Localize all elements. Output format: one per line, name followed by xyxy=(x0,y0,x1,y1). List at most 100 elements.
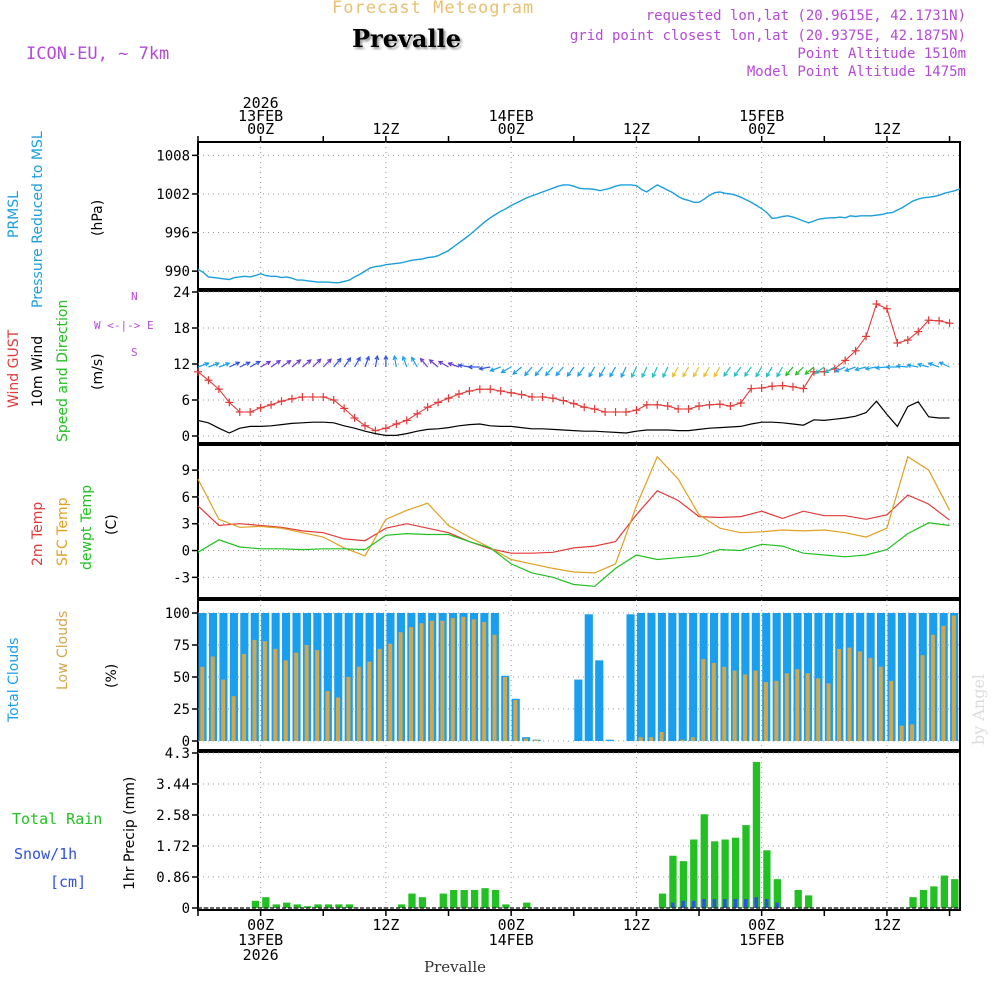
footer-location: Prevalle xyxy=(424,958,487,976)
temp-label-dewpt: dewpt Temp xyxy=(79,484,95,570)
wind-arrow-head xyxy=(306,359,312,364)
wind-arrow-head xyxy=(545,371,550,377)
wind-arrow xyxy=(301,359,312,368)
compass-north: N xyxy=(131,290,138,303)
low-cloud-bar xyxy=(795,669,800,741)
low-cloud-bar xyxy=(503,677,507,741)
wind-arrow-head xyxy=(733,371,739,378)
pressure-label-units: (hPa) xyxy=(90,199,106,236)
time-label-bottom: 14FEB xyxy=(489,931,534,949)
rain-bar xyxy=(773,879,781,908)
low-cloud-bar xyxy=(784,673,789,741)
y-tick-label: 1.72 xyxy=(156,839,190,855)
wind-arrow xyxy=(333,358,342,368)
total-cloud-bar xyxy=(772,613,781,741)
total-cloud-bar xyxy=(824,613,833,741)
wind-arrow xyxy=(239,361,250,368)
total-cloud-bar xyxy=(689,613,698,741)
time-label-bottom: 00Z xyxy=(498,916,525,934)
wind-arrow-head xyxy=(703,372,708,378)
wind-arrow-head xyxy=(874,365,880,371)
wind-arrow-head xyxy=(895,363,901,369)
wind-arrow-head xyxy=(794,370,800,376)
low-cloud-bar xyxy=(461,616,466,741)
total-cloud-bar xyxy=(334,613,343,741)
y-tick-label: 0.86 xyxy=(156,870,190,886)
low-cloud-bar xyxy=(398,632,403,741)
wind-arrow xyxy=(393,356,397,368)
panel-frame xyxy=(197,141,961,290)
wind-arrow-head xyxy=(713,372,719,378)
y-tick-label: 3 xyxy=(182,517,190,533)
wind-arrow xyxy=(197,362,209,368)
low-cloud-bar xyxy=(805,673,810,741)
wind-arrow xyxy=(744,366,752,377)
time-label-bottom: 13FEB xyxy=(238,931,283,949)
low-cloud-bar xyxy=(941,625,946,741)
rain-bar xyxy=(293,904,301,908)
wind-arrow-head xyxy=(744,371,749,378)
low-cloud-bar xyxy=(335,697,340,741)
wind-arrow xyxy=(814,366,825,374)
wind-arrow xyxy=(652,366,658,378)
low-cloud-bar xyxy=(471,619,476,741)
total-cloud-bar xyxy=(574,679,583,741)
wind-arrow xyxy=(534,366,543,376)
low-cloud-bar xyxy=(429,620,434,741)
y-tick-label: 2.58 xyxy=(156,808,190,824)
pressure-label-msl: Pressure Reduced to MSL xyxy=(30,131,46,308)
wind-arrow-head xyxy=(566,371,572,378)
low-cloud-bar xyxy=(711,662,716,741)
low-cloud-bar xyxy=(273,648,278,741)
wind-arrow xyxy=(524,366,533,376)
wind-arrow-head xyxy=(577,371,582,378)
total-cloud-bar xyxy=(229,613,238,741)
time-label-top: 12Z xyxy=(623,120,650,138)
rain-bar xyxy=(752,762,761,908)
cloud-label-low: Low Clouds xyxy=(55,610,71,690)
wind-arrow xyxy=(785,366,794,376)
time-label-bottom: 12Z xyxy=(372,916,399,934)
rain-bar xyxy=(335,904,343,908)
wind-arrow-head xyxy=(365,355,370,361)
low-cloud-bar xyxy=(221,679,226,741)
rain-bar xyxy=(742,825,750,908)
time-label-bottom: 15FEB xyxy=(739,931,784,949)
time-label-bottom: 12Z xyxy=(873,916,900,934)
wind-arrow-head xyxy=(785,371,790,377)
wind-arrow xyxy=(501,366,512,374)
wind-arrow xyxy=(512,366,522,375)
total-cloud-bar xyxy=(887,613,896,741)
time-label-top: 00Z xyxy=(498,120,525,138)
low-cloud-bar xyxy=(419,623,424,741)
y-tick-label: 1002 xyxy=(156,187,190,203)
wind-arrow-head xyxy=(225,362,231,367)
wind-arrow xyxy=(270,360,281,368)
rain-bar xyxy=(418,897,427,908)
cloud-label-units: (%) xyxy=(104,663,120,688)
wind-label-gust: Wind GUST xyxy=(6,329,22,408)
wind-arrow xyxy=(354,357,361,368)
wind-arrow-head xyxy=(609,372,614,378)
low-cloud-bar xyxy=(200,666,205,741)
total-cloud-bar xyxy=(323,613,332,741)
wind-arrow-head xyxy=(844,367,850,372)
total-cloud-bar xyxy=(626,614,635,741)
wind-arrow xyxy=(875,366,887,369)
y-tick-label: 3.44 xyxy=(156,777,190,793)
wind-arrow xyxy=(641,366,648,378)
y-tick-label: 50 xyxy=(173,670,190,686)
rain-bar xyxy=(314,904,322,908)
snow-bar xyxy=(754,897,759,908)
total-cloud-bar xyxy=(678,613,687,741)
wind-arrow-head xyxy=(534,371,540,377)
requested-coordinates: requested lon,lat (20.9615E, 42.1731N) xyxy=(645,8,966,24)
low-cloud-bar xyxy=(930,634,935,741)
y-tick-label: 990 xyxy=(165,264,190,280)
wind-arrow-head xyxy=(804,370,810,375)
wind-arrow xyxy=(411,357,418,368)
wind-arrow xyxy=(917,363,929,368)
wind-arrow xyxy=(805,366,815,375)
wind-arrow xyxy=(795,366,804,376)
panel-frame xyxy=(197,751,961,911)
